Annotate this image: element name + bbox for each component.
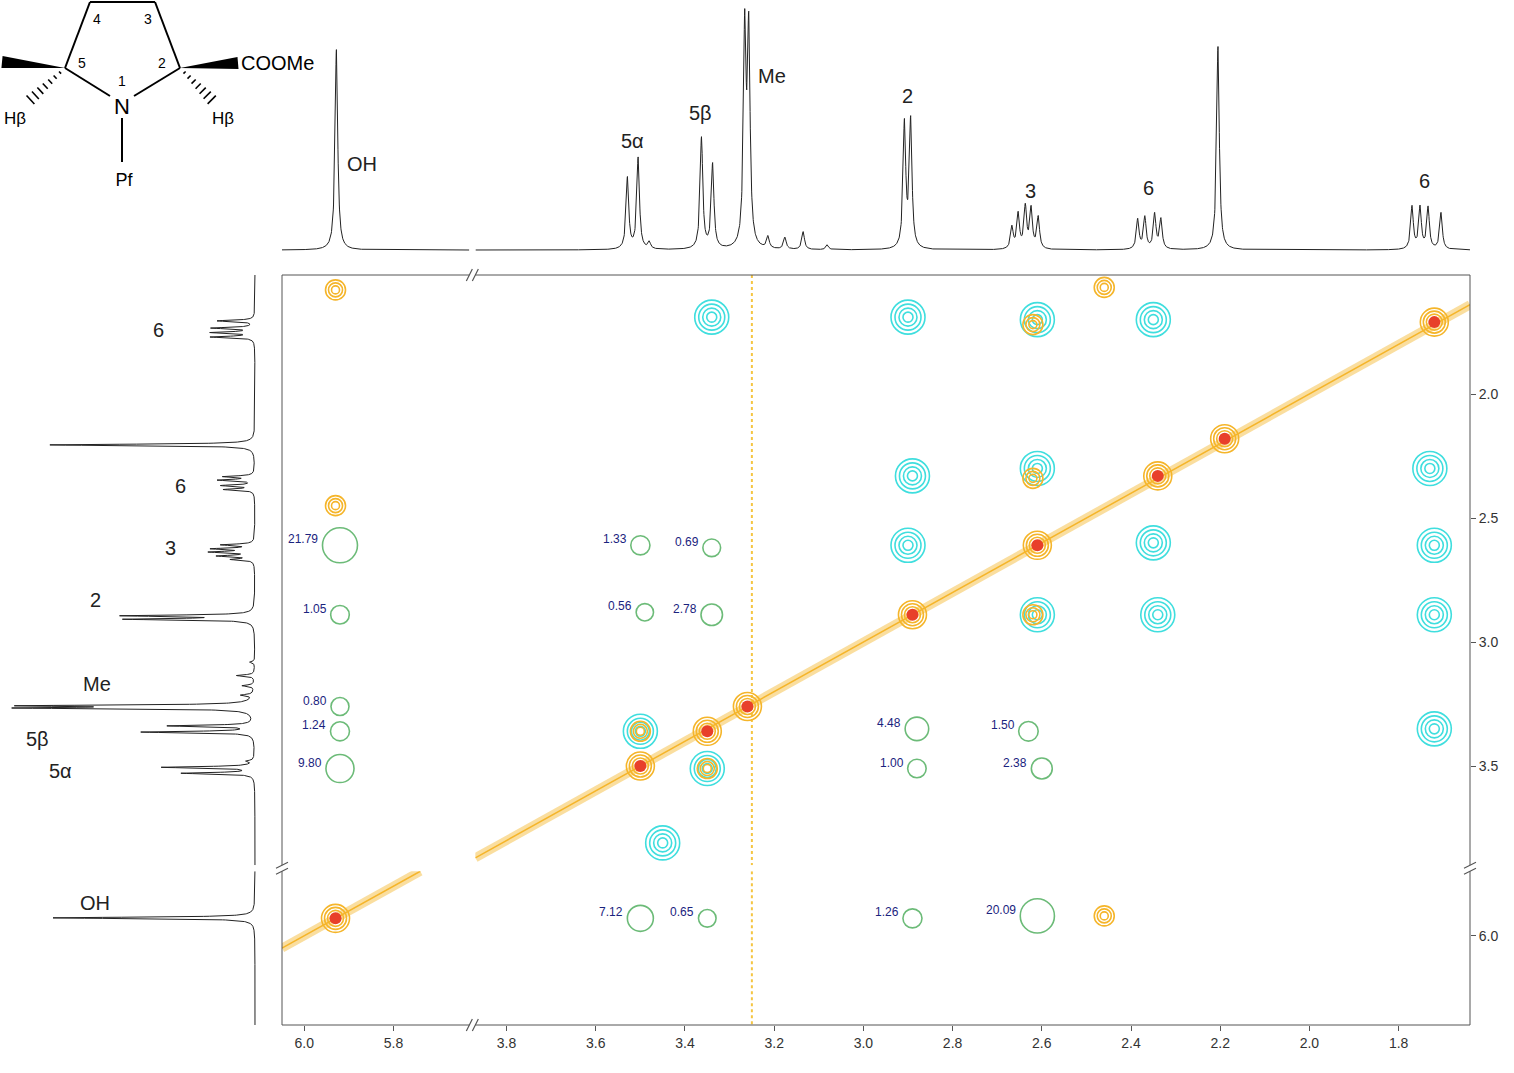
svg-text:COOMe: COOMe <box>241 52 314 74</box>
svg-text:5: 5 <box>78 55 86 71</box>
svg-text:20.09: 20.09 <box>986 903 1016 917</box>
svg-text:OH: OH <box>80 892 110 914</box>
svg-text:2.2: 2.2 <box>1210 1035 1230 1051</box>
svg-text:3.8: 3.8 <box>497 1035 517 1051</box>
svg-text:1.50: 1.50 <box>991 718 1015 732</box>
svg-text:3.5: 3.5 <box>1479 758 1499 774</box>
svg-text:3: 3 <box>144 11 152 27</box>
svg-text:Me: Me <box>758 65 786 87</box>
svg-text:1.26: 1.26 <box>875 905 899 919</box>
svg-text:2.6: 2.6 <box>1032 1035 1052 1051</box>
svg-text:2.8: 2.8 <box>943 1035 963 1051</box>
svg-text:3.2: 3.2 <box>764 1035 784 1051</box>
svg-text:3: 3 <box>1025 180 1036 202</box>
svg-text:Hβ: Hβ <box>212 109 234 128</box>
svg-text:6: 6 <box>1419 170 1430 192</box>
svg-text:Hβ: Hβ <box>4 109 26 128</box>
svg-text:5α: 5α <box>49 760 72 782</box>
svg-text:Pf: Pf <box>115 170 133 190</box>
svg-text:1.8: 1.8 <box>1389 1035 1409 1051</box>
svg-text:6.0: 6.0 <box>295 1035 315 1051</box>
svg-text:0.56: 0.56 <box>608 599 632 613</box>
svg-text:N: N <box>114 94 130 119</box>
svg-text:2.4: 2.4 <box>1121 1035 1141 1051</box>
svg-text:1.05: 1.05 <box>303 602 327 616</box>
svg-text:5α: 5α <box>621 130 644 152</box>
svg-text:2.0: 2.0 <box>1479 386 1499 402</box>
svg-text:0.80: 0.80 <box>303 694 327 708</box>
svg-text:4: 4 <box>93 11 101 27</box>
svg-text:3.0: 3.0 <box>1479 634 1499 650</box>
svg-text:4.48: 4.48 <box>877 716 901 730</box>
svg-text:9.80: 9.80 <box>298 756 322 770</box>
svg-text:3.6: 3.6 <box>586 1035 606 1051</box>
svg-text:1.00: 1.00 <box>880 756 904 770</box>
svg-text:6: 6 <box>1143 177 1154 199</box>
svg-text:5β: 5β <box>689 102 712 124</box>
svg-text:3.4: 3.4 <box>675 1035 695 1051</box>
svg-text:2.78: 2.78 <box>673 602 697 616</box>
svg-text:Me: Me <box>83 673 111 695</box>
svg-text:2: 2 <box>158 55 166 71</box>
svg-text:3: 3 <box>165 537 176 559</box>
svg-text:6: 6 <box>175 475 186 497</box>
svg-text:21.79: 21.79 <box>288 532 318 546</box>
svg-text:3.0: 3.0 <box>854 1035 874 1051</box>
svg-text:2.0: 2.0 <box>1300 1035 1320 1051</box>
svg-text:1.33: 1.33 <box>603 532 627 546</box>
svg-text:6.0: 6.0 <box>1479 928 1499 944</box>
svg-text:6: 6 <box>153 319 164 341</box>
svg-text:7.12: 7.12 <box>599 905 623 919</box>
svg-text:2.38: 2.38 <box>1003 756 1027 770</box>
svg-text:5β: 5β <box>26 728 49 750</box>
svg-text:5.8: 5.8 <box>384 1035 404 1051</box>
svg-text:2: 2 <box>90 589 101 611</box>
svg-text:0.69: 0.69 <box>675 535 699 549</box>
svg-text:0.65: 0.65 <box>670 905 694 919</box>
svg-text:1: 1 <box>118 73 126 89</box>
svg-text:2: 2 <box>902 85 913 107</box>
svg-text:OH: OH <box>347 153 377 175</box>
svg-text:1.24: 1.24 <box>302 718 326 732</box>
svg-text:2.5: 2.5 <box>1479 510 1499 526</box>
